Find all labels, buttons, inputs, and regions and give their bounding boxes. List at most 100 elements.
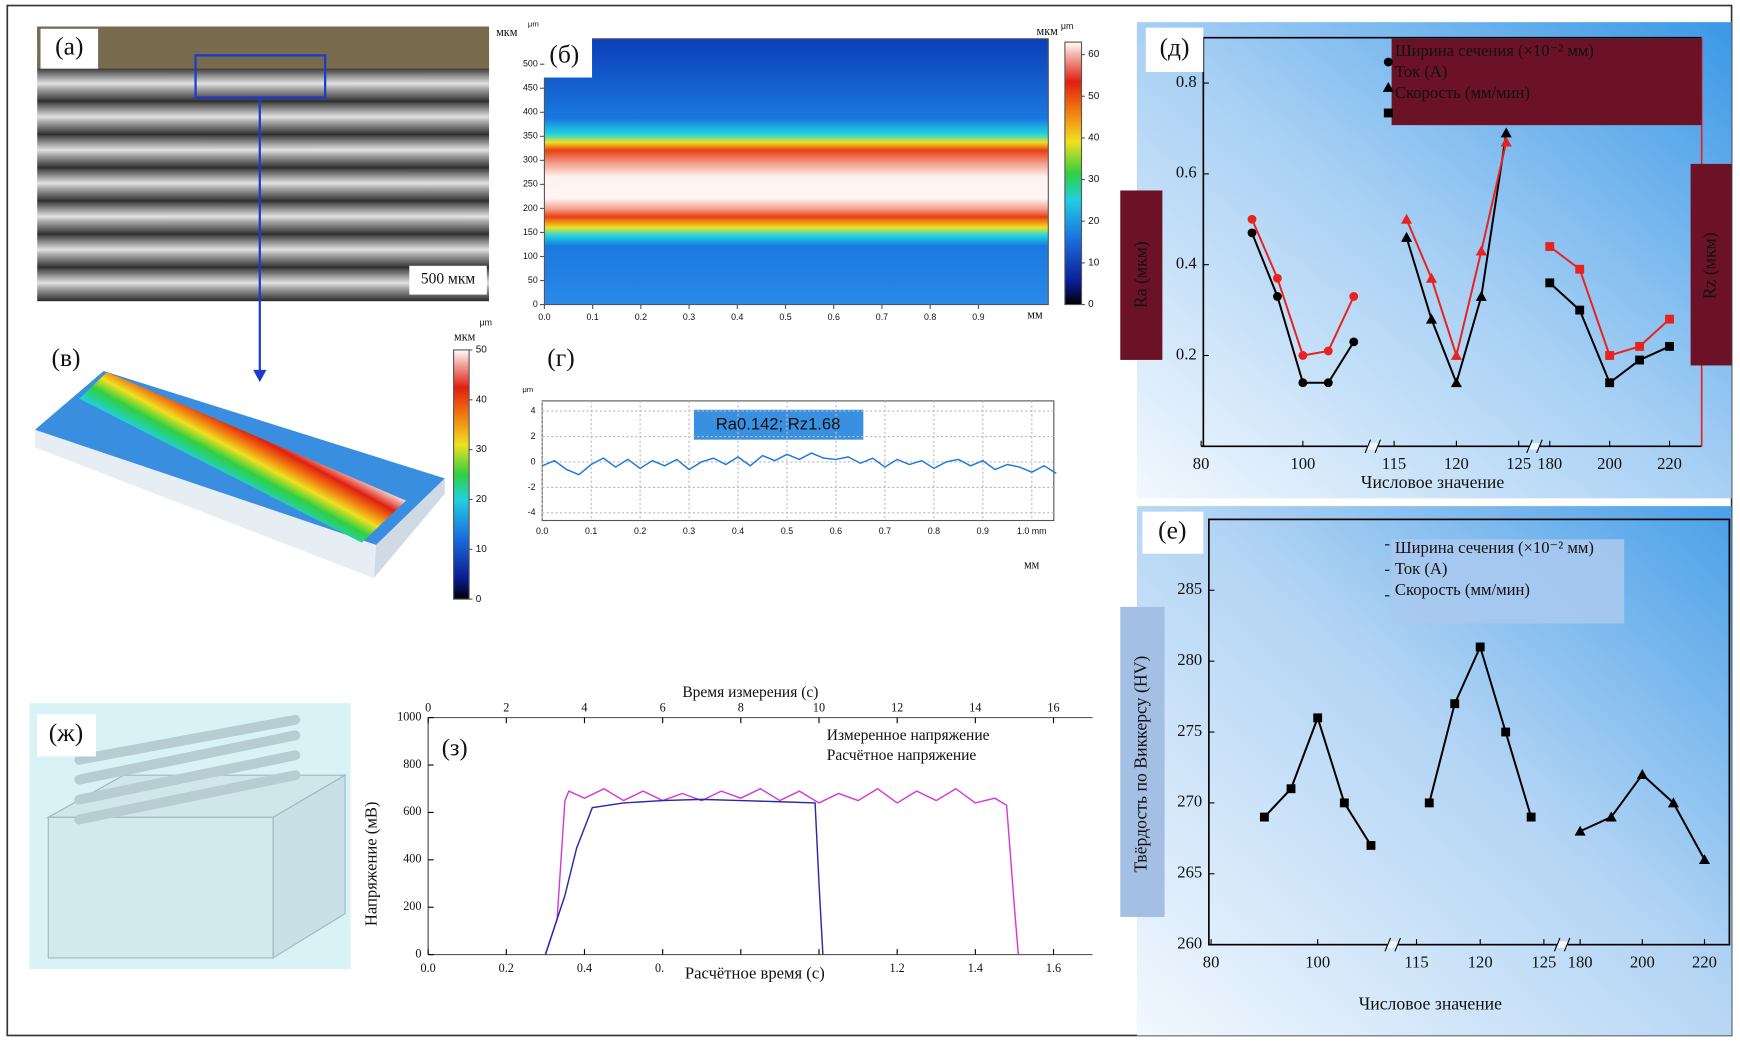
x-tick-label: 0.9 <box>977 526 989 536</box>
legend-marker <box>1382 81 1394 92</box>
data-point <box>1665 341 1674 351</box>
y-tick-label: 50 <box>528 275 538 285</box>
y-tick-label: 800 <box>403 757 421 771</box>
y-tick-label: 400 <box>523 107 538 117</box>
series-line <box>541 452 1057 476</box>
data-point <box>1501 727 1511 737</box>
data-point <box>1401 231 1413 242</box>
x-tick-label: 1.2 <box>890 961 905 975</box>
data-point <box>1323 378 1333 388</box>
series-line <box>544 787 1020 955</box>
x-tick-label: 0.2 <box>635 312 647 322</box>
data-point-rz <box>1545 242 1555 251</box>
axis-break <box>1394 937 1401 952</box>
cylinder <box>74 714 301 765</box>
photo <box>37 26 490 302</box>
data-point-rz <box>1575 264 1585 274</box>
y-tick-label: 0 <box>415 946 421 960</box>
y-unit: мкм <box>496 25 518 39</box>
y-tick-label: 280 <box>1177 650 1202 669</box>
data-point-rz <box>1500 136 1512 147</box>
x-tick-label: 0.9 <box>972 312 984 322</box>
x-tick-label: 0.2 <box>499 961 514 975</box>
data-point-rz <box>1298 351 1308 360</box>
axis-break-gap <box>1367 442 1379 450</box>
data-point-rz <box>1450 349 1462 360</box>
y-tick-label: 285 <box>1177 579 1202 598</box>
colorbar-tick-label: 50 <box>1088 91 1100 102</box>
panel-label: (б) <box>549 39 579 68</box>
y-tick-label: 0.8 <box>1176 72 1197 91</box>
data-point <box>1635 355 1645 365</box>
scale-bar-box <box>409 265 487 295</box>
y2-label: Rz (мкм) <box>1700 232 1720 299</box>
data-point-rz <box>1349 292 1359 301</box>
data-point <box>1273 292 1282 301</box>
cylinders <box>74 714 301 825</box>
y-unit-small: μm <box>528 19 539 28</box>
x-tick-label: 115 <box>1404 952 1428 971</box>
y-tick-label: 260 <box>1177 933 1202 952</box>
y-tick-label: 0 <box>531 456 536 466</box>
x-tick-label: 0.2 <box>634 526 646 536</box>
y-tick-label: 0.4 <box>1176 253 1197 272</box>
cylinder <box>74 750 301 805</box>
label-box <box>1145 27 1204 72</box>
data-point <box>1313 713 1323 723</box>
data-point-rz <box>1475 245 1487 256</box>
x2-tick-label: 14 <box>969 701 981 715</box>
data-point <box>1424 798 1434 808</box>
axis-break <box>1384 937 1392 952</box>
data-point <box>1286 784 1296 794</box>
y-tick-label: 250 <box>523 179 538 189</box>
panel-label: (г) <box>547 343 574 372</box>
legend-label: Скорость (мм/мин) <box>1395 83 1530 102</box>
axis-break <box>1563 937 1571 952</box>
data-point <box>1366 840 1376 850</box>
y-tick-label: 400 <box>403 852 421 866</box>
x-label: мм <box>1024 558 1040 572</box>
x-tick-label: 0.3 <box>683 526 695 536</box>
series-line <box>544 798 824 955</box>
colorbar-tick-label: 10 <box>476 544 488 555</box>
axis-break <box>1553 937 1561 952</box>
panel-label: (з) <box>442 734 468 761</box>
data-point-rz <box>1425 272 1438 283</box>
x-tick-label: 200 <box>1630 952 1655 971</box>
y-tick-label: 200 <box>403 899 421 913</box>
data-point-rz <box>1665 314 1674 324</box>
ridge <box>79 372 406 543</box>
colorbar-tick-label: 50 <box>476 345 488 356</box>
data-point <box>1475 642 1485 652</box>
x-tick-label: 1.6 <box>1046 961 1061 975</box>
x-label: Числовое значение <box>1359 994 1502 1014</box>
x-tick-label: 0.6 <box>830 526 842 536</box>
x-tick-label: 0.7 <box>879 526 891 536</box>
data-point <box>1500 127 1512 138</box>
legend-label: Скорость (мм/мин) <box>1395 580 1530 599</box>
data-point <box>1698 854 1711 865</box>
y-tick-label: 275 <box>1177 721 1202 740</box>
x-tick-label: 220 <box>1657 454 1682 473</box>
y-label: Ra (мкм) <box>1130 241 1150 308</box>
data-point <box>1605 378 1615 388</box>
y-tick-label: 0.6 <box>1176 163 1197 182</box>
photo-edge <box>37 26 490 69</box>
x2-tick-label: 0 <box>425 701 431 715</box>
y-tick-label: -2 <box>528 482 536 492</box>
x2-tick-label: 8 <box>738 701 744 715</box>
data-point <box>1349 337 1359 347</box>
data-point <box>1526 812 1536 822</box>
x-tick-label: 100 <box>1305 952 1330 971</box>
x2-tick-label: 12 <box>891 701 903 715</box>
axis-break <box>1536 439 1543 454</box>
colorbar-unit: мкм <box>454 330 476 344</box>
label-box <box>40 28 99 69</box>
x2-tick-label: 10 <box>813 701 825 715</box>
x-tick-label: 80 <box>1203 952 1220 971</box>
y-tick-label: 350 <box>523 131 538 141</box>
slab-side <box>34 429 377 579</box>
y-tick-label: 270 <box>1177 792 1202 811</box>
